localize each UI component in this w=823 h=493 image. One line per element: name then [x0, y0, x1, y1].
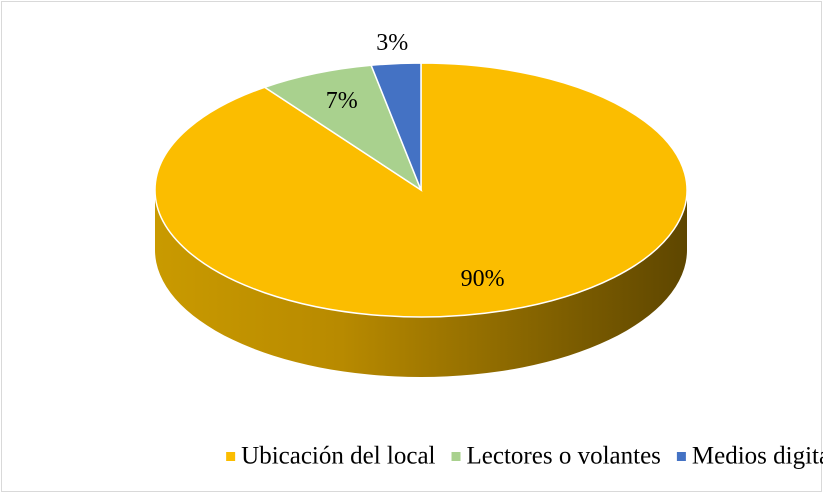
legend-marker [226, 452, 236, 461]
legend-marker [451, 452, 461, 461]
slice [370, 62, 422, 191]
slice-side [155, 190, 687, 377]
pie: 90% 7% 3% [154, 30, 688, 377]
legend-marker [676, 452, 686, 461]
legend-label: Ubicación del local [241, 443, 435, 470]
legend-label: Lectores o volantes [467, 443, 661, 470]
data-label: 3% [376, 30, 408, 56]
legend-label: Medios digitales [692, 443, 823, 470]
data-label: 7% [326, 88, 358, 114]
legend: Ubicación del local Lectores o volantes Me… [226, 443, 823, 470]
slice [262, 64, 423, 192]
data-label: 90% [461, 266, 505, 292]
